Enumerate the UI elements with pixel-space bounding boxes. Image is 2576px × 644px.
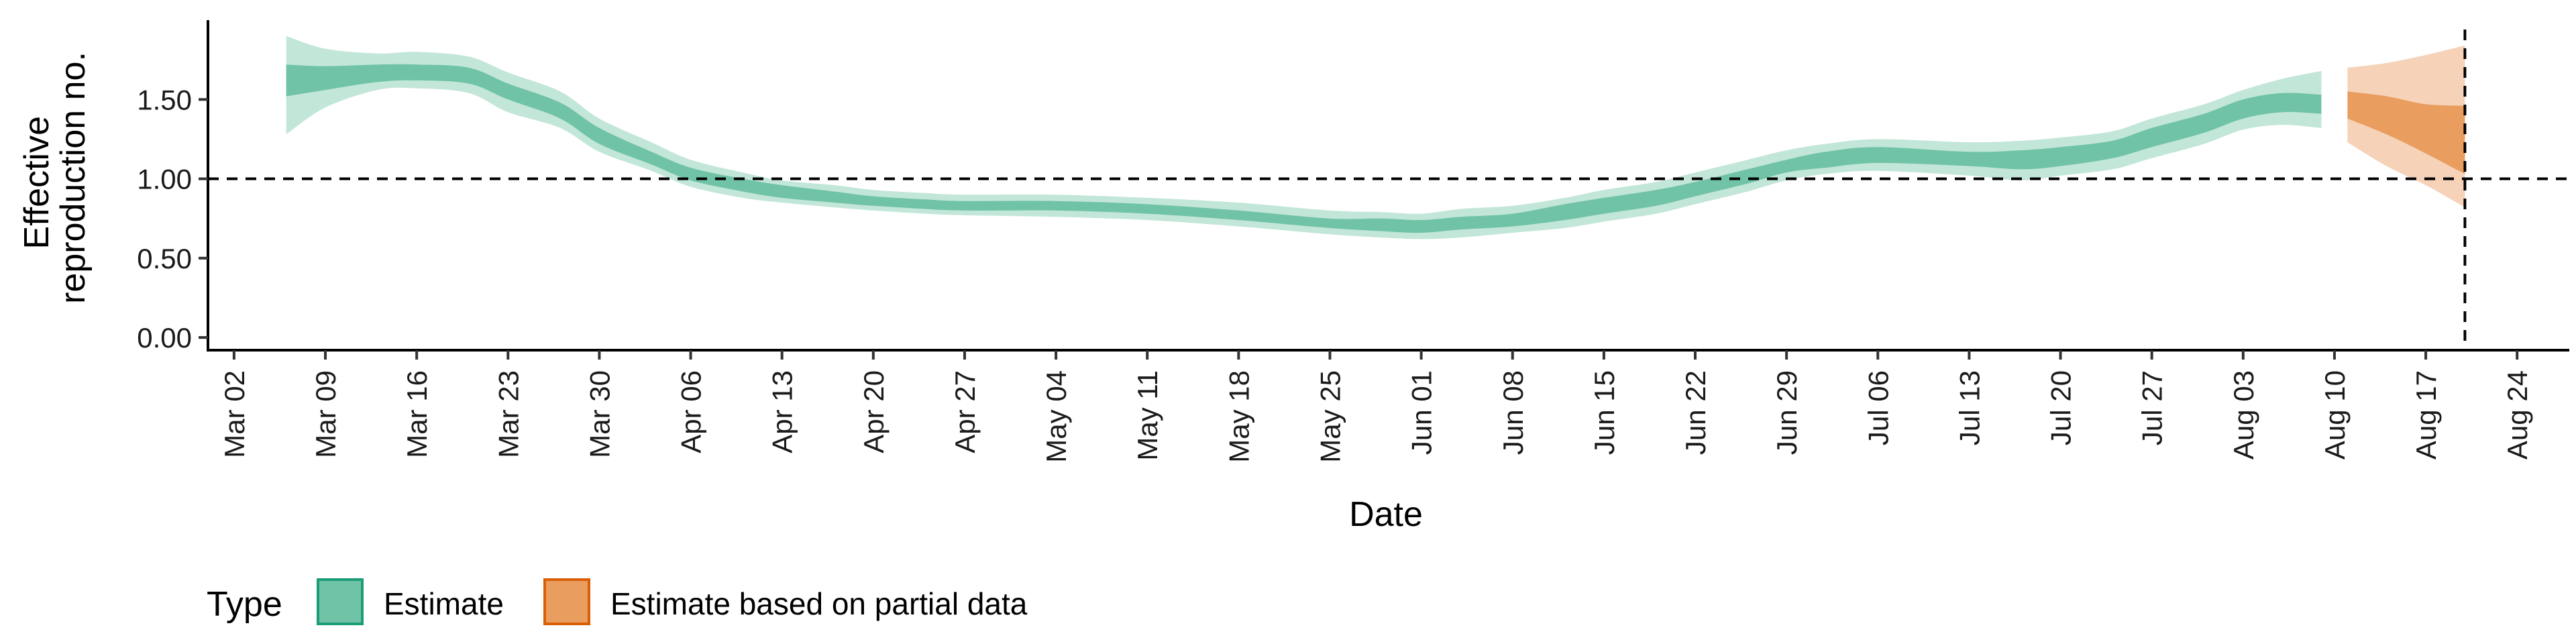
x-tick-label: Aug 24 bbox=[2502, 370, 2533, 460]
y-axis-title-line-1: Effective bbox=[17, 116, 56, 249]
ticks: 0.00 0.50 1.00 1.50 Mar 02 Mar 09 Mar 16 Mar 23… bbox=[137, 84, 2533, 462]
x-tick-label: Apr 06 bbox=[676, 370, 707, 453]
x-tick-label: Jul 13 bbox=[1953, 370, 1985, 445]
y-tick-label: 0.50 bbox=[137, 243, 192, 274]
x-tick-label: Mar 23 bbox=[492, 370, 524, 458]
x-tick-label: Jun 01 bbox=[1406, 370, 1438, 455]
x-tick-label: Jul 27 bbox=[2137, 370, 2168, 445]
x-tick-label: Jun 22 bbox=[1680, 370, 1711, 455]
legend-label-partial: Estimate based on partial data bbox=[610, 586, 1028, 621]
x-tick-label: Mar 30 bbox=[584, 370, 615, 458]
x-tick-label: Aug 10 bbox=[2319, 370, 2351, 460]
legend-label-estimate: Estimate bbox=[384, 586, 504, 621]
y-tick-label: 1.00 bbox=[137, 164, 192, 195]
x-tick-label: May 18 bbox=[1223, 370, 1254, 463]
x-tick-label: Jul 20 bbox=[2045, 370, 2077, 445]
x-tick-label: Mar 16 bbox=[401, 370, 433, 458]
legend: Type Estimate Estimate based on partial … bbox=[207, 578, 1028, 625]
x-tick-label: May 04 bbox=[1040, 370, 1072, 463]
x-tick-label: Apr 27 bbox=[949, 370, 981, 453]
legend-swatch-estimate bbox=[317, 578, 364, 625]
x-tick-label: Mar 09 bbox=[310, 370, 341, 458]
x-tick-label: Jun 08 bbox=[1497, 370, 1529, 455]
band-50-partial bbox=[2347, 91, 2465, 174]
legend-swatch-partial bbox=[543, 578, 590, 625]
band-50-estimate bbox=[286, 64, 2322, 233]
x-tick-label: Jun 15 bbox=[1589, 370, 1620, 455]
legend-title: Type bbox=[207, 585, 282, 624]
y-tick-label: 1.50 bbox=[137, 84, 192, 115]
x-tick-label: May 25 bbox=[1315, 370, 1346, 463]
y-axis-title: Effective reproduction no. bbox=[17, 52, 93, 304]
x-tick-label: Jul 06 bbox=[1862, 370, 1894, 445]
x-tick-label: Mar 02 bbox=[219, 370, 250, 458]
y-tick-label: 0.00 bbox=[137, 322, 192, 354]
estimate-bands bbox=[286, 36, 2465, 239]
x-tick-label: Aug 03 bbox=[2228, 370, 2259, 460]
x-tick-label: Apr 20 bbox=[858, 370, 890, 453]
y-axis-title-line-2: reproduction no. bbox=[54, 52, 93, 304]
reference-lines bbox=[208, 30, 2569, 350]
x-axis-title: Date bbox=[1349, 495, 1423, 534]
x-tick-label: May 11 bbox=[1132, 370, 1163, 461]
x-tick-label: Jun 29 bbox=[1771, 370, 1803, 455]
axes bbox=[207, 20, 2569, 352]
x-tick-label: Aug 17 bbox=[2410, 370, 2442, 460]
x-tick-label: Apr 13 bbox=[767, 370, 798, 453]
